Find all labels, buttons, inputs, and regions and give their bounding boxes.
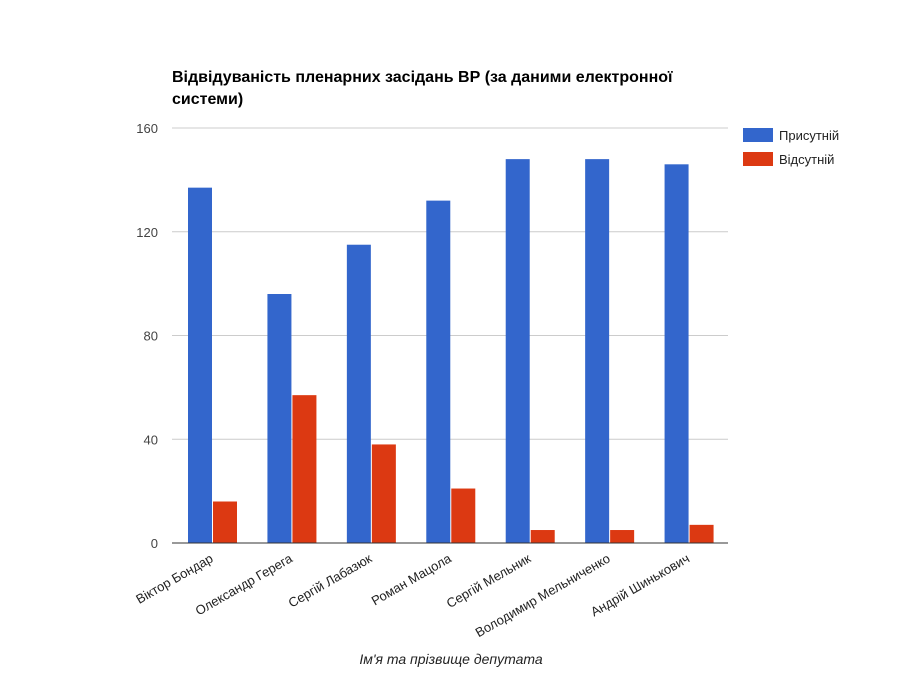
bar-absent — [292, 395, 317, 543]
y-tick-label: 40 — [144, 432, 158, 447]
bar-present — [426, 200, 451, 543]
y-tick-label: 0 — [151, 536, 158, 551]
bar-absent — [371, 444, 396, 543]
bar-present — [505, 159, 530, 543]
x-category-label: Сергій Лабазюк — [286, 550, 375, 610]
bar-present — [664, 164, 689, 543]
bars — [188, 159, 714, 543]
legend-swatch — [743, 128, 773, 142]
bar-absent — [610, 530, 635, 543]
bar-absent — [689, 524, 714, 543]
y-tick-label: 160 — [136, 121, 158, 136]
legend: Присутній Відсутній — [743, 128, 839, 167]
x-category-label: Роман Мацола — [369, 550, 455, 608]
bar-present — [188, 187, 212, 543]
bar-absent — [213, 501, 237, 543]
legend-label: Відсутній — [779, 152, 834, 167]
bar-present — [346, 244, 371, 543]
y-axis-ticks: 0 40 80 120 160 — [136, 121, 158, 551]
chart-title-line-2: системи) — [172, 91, 243, 108]
legend-swatch — [743, 152, 773, 166]
x-category-label: Володимир Мельниченко — [473, 551, 613, 640]
bar-present — [585, 159, 610, 543]
legend-label: Присутній — [779, 128, 839, 143]
y-tick-label: 120 — [136, 225, 158, 240]
x-axis-title: Ім'я та прізвище депутата — [359, 651, 543, 667]
bar-present — [267, 294, 292, 543]
chart-title-line-1: Відвідуваність пленарних засідань ВР (за… — [172, 69, 673, 86]
bar-absent — [530, 530, 555, 543]
y-tick-label: 80 — [144, 329, 158, 344]
bar-absent — [451, 488, 476, 543]
